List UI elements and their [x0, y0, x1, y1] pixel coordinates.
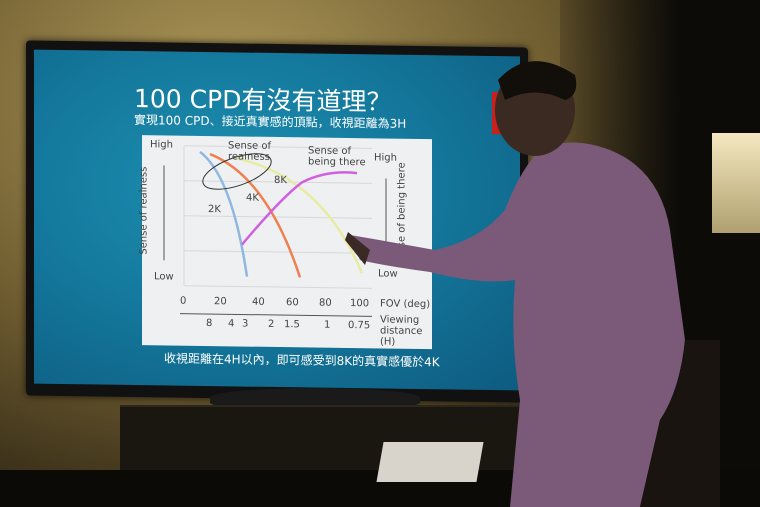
curve-2k	[199, 150, 249, 277]
annotation-realness: Sense of realness	[228, 140, 272, 163]
distance-tick: 1	[324, 319, 331, 331]
fov-tick: 40	[252, 296, 265, 308]
label-2k: 2K	[208, 204, 221, 216]
left-high: High	[150, 139, 173, 151]
presenter-hair	[498, 61, 577, 100]
tv-screen: 100 CPD有沒有道理？ 實現100 CPD、接近真實感的頂點，收視距離為3H	[34, 49, 520, 391]
distance-tick: 2	[268, 318, 275, 330]
left-axis-label: Sense of realness	[138, 166, 150, 255]
slide-chart: High Low Sense of realness High Low Sens…	[138, 135, 432, 350]
distance-tick: 3	[242, 318, 249, 330]
distance-tick: 8	[206, 318, 213, 330]
television: 100 CPD有沒有道理？ 實現100 CPD、接近真實感的頂點，收視距離為3H	[26, 40, 528, 403]
fov-tick: 20	[214, 296, 227, 308]
highlight-ellipse	[202, 153, 272, 190]
presenter	[345, 61, 720, 507]
curve-8k	[236, 157, 364, 274]
distance-tick: 1.5	[284, 319, 300, 331]
axis-divider	[180, 313, 372, 317]
lamp	[712, 133, 760, 233]
label-8k: 8K	[274, 174, 287, 187]
fov-tick: 60	[286, 297, 299, 309]
fov-tick: 80	[319, 297, 332, 309]
presenter-body	[350, 142, 685, 507]
presenter-hand	[345, 232, 370, 265]
fov-tick: 0	[180, 295, 187, 307]
label-4k: 4K	[246, 192, 259, 204]
curve-being-there	[241, 171, 358, 246]
chart-graphics	[163, 145, 387, 317]
curve-4k	[209, 152, 302, 278]
left-low: Low	[154, 271, 174, 283]
distance-tick: 4	[228, 318, 235, 330]
